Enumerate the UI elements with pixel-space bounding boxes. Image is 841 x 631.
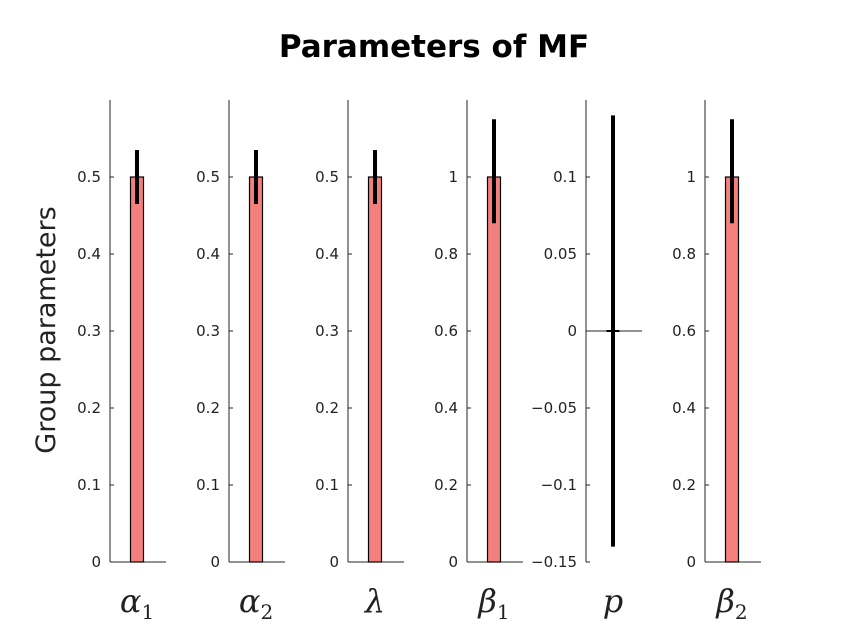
bar (724, 176, 740, 563)
panel-2: 0 0.1 0.2 0.3 0.4 0.5 α2 (196, 100, 285, 624)
y-tick-label: 0.5 (315, 168, 339, 186)
x-label-main: β (715, 582, 735, 620)
panel-1: 0 0.1 0.2 0.3 0.4 0.5 α1 (77, 100, 166, 624)
y-tick-label: 0.4 (315, 245, 339, 263)
x-label-main: λ (363, 582, 385, 620)
panels-group: 00.10.20.30.40.5α100.10.20.30.40.5α200.1… (77, 100, 761, 624)
y-tick-label: 0.4 (196, 245, 220, 263)
bar (367, 176, 383, 563)
y-tick-label: 0.6 (434, 322, 458, 340)
y-tick-label: 0.1 (553, 168, 577, 186)
x-label-subscript: 1 (141, 600, 154, 624)
y-tick-label: 0.6 (672, 322, 696, 340)
x-category-label: β2 (715, 582, 747, 624)
y-tick-label: 0.3 (315, 322, 339, 340)
y-tick-label: 0.1 (315, 476, 339, 494)
x-label-subscript: 1 (497, 600, 510, 624)
y-tick-label: 0.3 (77, 322, 101, 340)
y-tick-label: 0.2 (434, 476, 458, 494)
bar (129, 176, 145, 563)
y-tick-label: 0.5 (77, 168, 101, 186)
x-label-main: α (120, 582, 142, 620)
y-axis-label: Group parameters (31, 206, 62, 453)
y-tick-label: 0.1 (196, 476, 220, 494)
y-tick-label: 0.2 (77, 399, 101, 417)
x-label-subscript: 2 (260, 600, 273, 624)
x-label-main: p (603, 582, 623, 620)
y-tick-label: −0.1 (541, 476, 577, 494)
y-tick-label: 1 (448, 168, 458, 186)
bar (248, 176, 264, 563)
y-tick-label: 0.8 (672, 245, 696, 263)
x-category-label: β1 (477, 582, 509, 624)
y-tick-label: 0 (686, 553, 696, 571)
y-tick-label: 0.3 (196, 322, 220, 340)
y-tick-label: 0.4 (77, 245, 101, 263)
y-tick-label: 0 (329, 553, 339, 571)
y-tick-label: 1 (686, 168, 696, 186)
y-tick-label: 0.2 (196, 399, 220, 417)
y-tick-label: −0.15 (531, 553, 577, 571)
x-label-subscript: 2 (735, 600, 748, 624)
bar (486, 176, 502, 563)
panel-3: 0 0.1 0.2 0.3 0.4 0.5 λ (315, 100, 404, 620)
x-category-label: p (603, 582, 623, 620)
x-label-main: α (239, 582, 261, 620)
y-tick-label: 0.5 (196, 168, 220, 186)
y-tick-label: 0.4 (672, 399, 696, 417)
y-tick-label: 0 (91, 553, 101, 571)
y-tick-label: 0.05 (544, 245, 577, 263)
x-label-main: β (477, 582, 497, 620)
y-tick-label: 0.4 (434, 399, 458, 417)
y-tick-label: 0.2 (315, 399, 339, 417)
y-tick-label: 0 (448, 553, 458, 571)
y-tick-label: 0.1 (77, 476, 101, 494)
x-category-label: λ (363, 582, 385, 620)
y-tick-label: 0 (567, 322, 577, 340)
x-category-label: α1 (120, 582, 154, 624)
x-category-label: α2 (239, 582, 273, 624)
y-tick-label: 0.2 (672, 476, 696, 494)
panel-6: 0 0.2 0.4 0.6 0.8 1 β2 (672, 100, 761, 624)
y-tick-label: 0 (210, 553, 220, 571)
y-tick-label: 0.8 (434, 245, 458, 263)
panel-5: −0.15 −0.1 −0.05 0 0.05 0.1 p (531, 100, 642, 620)
chart-title: Parameters of MF (279, 29, 589, 65)
y-tick-label: −0.05 (531, 399, 577, 417)
